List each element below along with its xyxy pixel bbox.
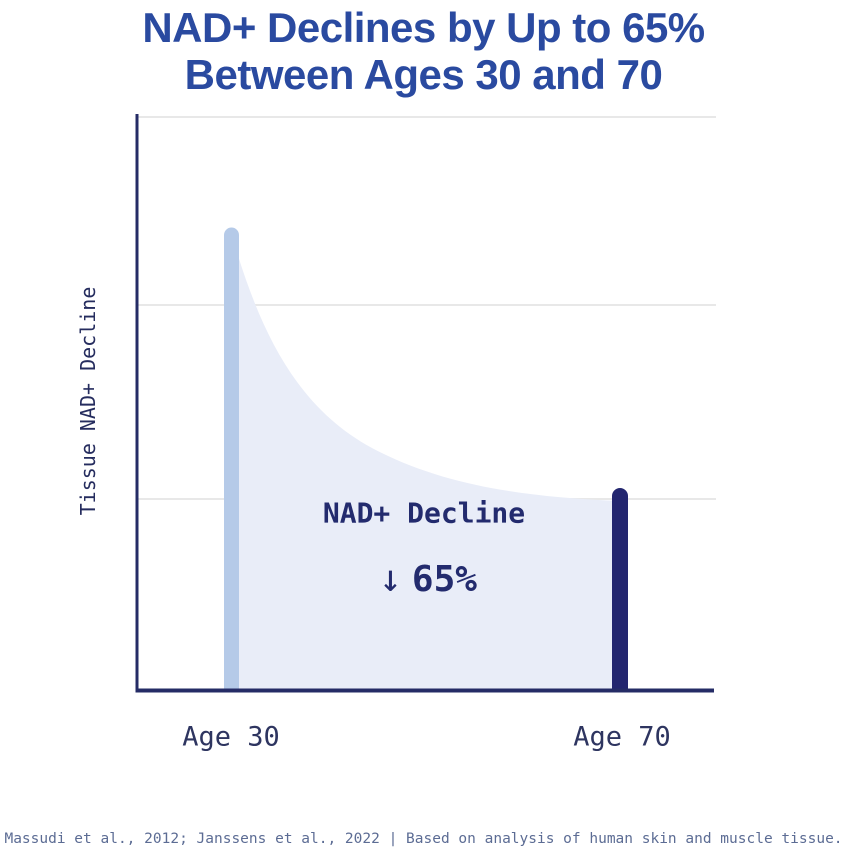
decline-percent-value: 65% — [411, 559, 477, 600]
gridlines — [137, 116, 716, 500]
bar-age-30 — [224, 227, 239, 692]
page-title: NAD+ Declines by Up to 65% Between Ages … — [0, 4, 847, 98]
x-axis-label-age-30: Age 30 — [182, 721, 280, 753]
bar-age-70 — [612, 488, 628, 691]
citation-footer: Massudi et al., 2012; Janssens et al., 2… — [4, 831, 843, 847]
page-title-line-2: Between Ages 30 and 70 — [184, 51, 663, 98]
x-axis-label-age-70: Age 70 — [573, 721, 671, 753]
page-title-line-1: NAD+ Declines by Up to 65% — [142, 4, 705, 51]
annotation-label: NAD+ Decline — [322, 496, 526, 530]
y-axis-label: Tissue NAD+ Decline — [76, 286, 100, 516]
down-arrow-icon: ↓ — [379, 556, 402, 600]
decline-area — [231, 232, 620, 690]
annotation-decline-value: ↓ 65% — [379, 556, 477, 600]
